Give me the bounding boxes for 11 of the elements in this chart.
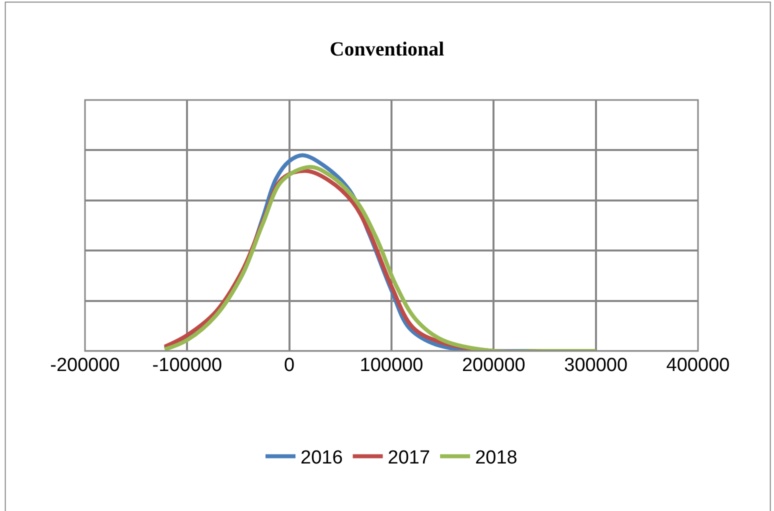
x-tick-label: -200000 (50, 355, 120, 376)
legend-label: 2017 (388, 448, 430, 469)
legend-label: 2016 (300, 448, 343, 469)
x-tick-label: 0 (284, 355, 295, 376)
x-tick-label: -100000 (152, 355, 222, 376)
x-tick-label: 200000 (462, 355, 526, 376)
x-tick-label: 400000 (666, 355, 730, 376)
legend-label: 2018 (475, 448, 518, 469)
x-tick-label: 300000 (564, 355, 628, 376)
x-tick-label: 100000 (360, 355, 424, 376)
chart-title: Conventional (330, 38, 445, 61)
